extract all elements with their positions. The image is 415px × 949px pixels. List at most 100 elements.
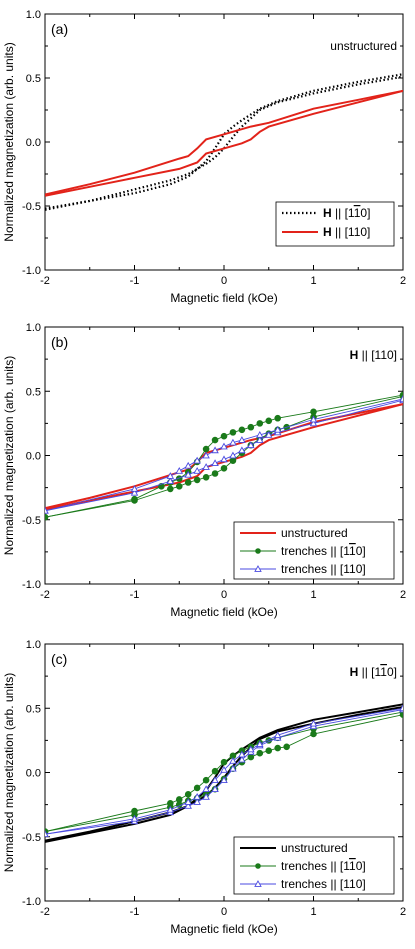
legend-label: trenches || [110]	[281, 877, 366, 891]
data-point	[238, 436, 246, 443]
legend-label: trenches || [110]	[281, 562, 366, 576]
data-point	[309, 719, 318, 727]
panel-tag: (b)	[51, 334, 68, 350]
panel-tag: (c)	[51, 651, 67, 667]
x-tick-label: -1	[130, 275, 140, 287]
data-point	[193, 456, 201, 464]
data-point	[256, 740, 264, 748]
data-point	[220, 766, 228, 773]
legend-label: unstructured	[281, 526, 348, 540]
x-tick-label: 1	[310, 906, 316, 918]
data-point	[131, 495, 138, 503]
data-point	[256, 749, 264, 757]
legend: H || [110] H || [110]	[275, 201, 395, 247]
data-point	[256, 420, 264, 427]
data-point	[184, 791, 192, 798]
y-tick-label: 0.0	[26, 137, 41, 149]
data-point	[229, 438, 237, 446]
data-point	[238, 750, 246, 758]
data-point	[273, 425, 282, 433]
data-point	[202, 792, 210, 800]
data-point	[202, 463, 210, 470]
x-axis-label: Magnetic field (kOe)	[170, 291, 277, 305]
y-axis-label: Normalized magnetization (arb. units)	[2, 42, 16, 241]
panel-tag: (a)	[51, 21, 68, 37]
series-0	[45, 73, 403, 211]
data-point	[264, 431, 273, 438]
data-point	[211, 459, 219, 467]
data-point	[184, 479, 192, 486]
data-point	[202, 451, 210, 459]
data-point	[238, 426, 246, 434]
data-point	[193, 798, 201, 805]
data-point	[202, 785, 210, 793]
data-point	[211, 446, 219, 454]
series-line	[45, 89, 403, 196]
series-line	[45, 89, 403, 197]
data-point	[229, 764, 237, 772]
series-2	[45, 395, 403, 514]
legend-marker	[255, 548, 261, 554]
data-point	[175, 796, 183, 803]
data-point	[399, 704, 403, 712]
data-point	[283, 743, 290, 751]
panel-annotation: unstructured	[330, 39, 397, 53]
y-axis-label: Normalized magnetization (arb. units)	[2, 356, 16, 555]
legend: unstructured trenches || [110] trenches ||…	[233, 521, 395, 580]
x-tick-label: -2	[40, 906, 50, 918]
data-point	[202, 776, 210, 784]
series-1	[45, 89, 403, 197]
data-point	[166, 477, 175, 485]
y-tick-label: 0.5	[26, 703, 41, 715]
data-point	[193, 792, 201, 800]
x-tick-label: 0	[221, 275, 227, 287]
data-point	[256, 436, 264, 443]
panel-annotation: H || [110]	[350, 348, 397, 362]
data-point	[166, 472, 175, 479]
data-point	[229, 429, 237, 436]
x-tick-label: -2	[40, 589, 50, 601]
legend-label: H || [110]	[323, 206, 370, 220]
data-point	[238, 755, 246, 763]
y-axis-label: Normalized magnetization (arb. units)	[2, 673, 16, 872]
legend-label: unstructured	[281, 841, 348, 855]
data-point	[166, 805, 175, 813]
data-point	[220, 776, 228, 784]
data-point	[130, 488, 139, 496]
data-point	[45, 830, 49, 838]
x-tick-label: -1	[130, 906, 140, 918]
data-point	[229, 457, 237, 464]
data-point	[265, 747, 273, 754]
data-point	[309, 415, 318, 423]
legend-label: H || [110]	[323, 225, 370, 239]
data-area	[45, 73, 403, 211]
data-point	[130, 484, 139, 492]
data-point	[211, 776, 219, 784]
x-tick-label: 2	[400, 589, 406, 601]
data-point	[175, 466, 184, 474]
data-point	[274, 744, 282, 752]
y-tick-label: -1.0	[22, 579, 41, 591]
data-point	[265, 417, 273, 425]
legend-box	[275, 201, 395, 247]
x-tick-label: 1	[310, 275, 316, 287]
data-point	[202, 474, 210, 481]
data-point	[238, 446, 246, 454]
data-point	[193, 476, 201, 484]
legend-label: trenches || [110]	[281, 859, 366, 873]
panel-c: -2 -1 0 1 2 -1.0 -0.5 0.0 0.5 1.0 Magnetic field (…	[2, 639, 406, 936]
series-line	[45, 399, 403, 512]
panel-annotation: H || [110]	[350, 665, 397, 679]
data-point	[273, 731, 282, 739]
y-tick-label: -0.5	[22, 515, 41, 527]
data-point	[220, 442, 228, 450]
data-point	[45, 506, 49, 514]
legend-marker	[254, 880, 262, 887]
legend-label: trenches || [110]	[281, 544, 366, 558]
legend: unstructured trenches || [110] trenches ||…	[233, 836, 395, 895]
data-point	[211, 436, 219, 444]
data-point	[202, 445, 210, 453]
x-tick-label: -2	[40, 275, 50, 287]
